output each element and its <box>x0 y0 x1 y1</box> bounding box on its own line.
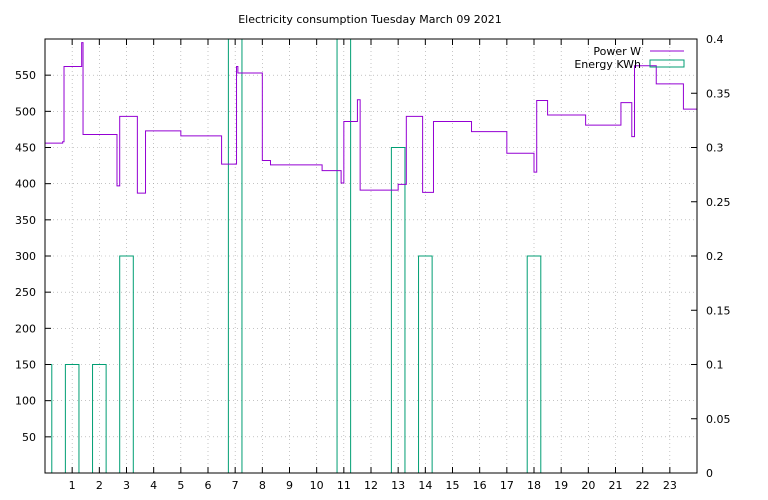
y-tick-label: 50 <box>22 431 36 444</box>
x-tick-label: 10 <box>310 479 324 492</box>
y-tick-label: 200 <box>15 322 36 335</box>
y-tick-label: 550 <box>15 69 36 82</box>
x-tick-label: 3 <box>123 479 130 492</box>
legend-label-energy: Energy KWh <box>574 58 641 71</box>
x-tick-label: 11 <box>337 479 351 492</box>
x-tick-label: 1 <box>69 479 76 492</box>
x-tick-label: 8 <box>259 479 266 492</box>
axes: 1 2 3 4 5 6 7 8 9 10 11 12 13 14 15 16 17 18 19 20 21 22 23501… <box>15 33 731 492</box>
energy-bar <box>390 147 406 474</box>
x-tick-label: 19 <box>554 479 568 492</box>
y2-tick-label: 0.35 <box>706 87 731 100</box>
y-tick-label: 100 <box>15 395 36 408</box>
energy-bar <box>64 364 80 474</box>
x-tick-label: 17 <box>500 479 514 492</box>
x-tick-label: 23 <box>663 479 677 492</box>
y2-tick-label: 0.25 <box>706 196 731 209</box>
x-tick-label: 15 <box>446 479 460 492</box>
y2-tick-label: 0 <box>706 467 713 480</box>
x-tick-label: 21 <box>609 479 623 492</box>
x-tick-label: 20 <box>581 479 595 492</box>
y-tick-label: 300 <box>15 250 36 263</box>
power-line <box>45 42 697 194</box>
y2-tick-label: 0.15 <box>706 304 731 317</box>
chart-title: Electricity consumption Tuesday March 09… <box>238 13 502 26</box>
x-tick-label: 9 <box>286 479 293 492</box>
legend: Power W Energy KWh <box>574 45 685 71</box>
x-tick-label: 12 <box>364 479 378 492</box>
y2-tick-label: 0.3 <box>706 142 724 155</box>
y2-tick-label: 0.05 <box>706 413 731 426</box>
energy-bar <box>92 364 107 474</box>
y-tick-label: 150 <box>15 359 36 372</box>
x-tick-label: 13 <box>391 479 405 492</box>
y-tick-label: 400 <box>15 178 36 191</box>
x-tick-label: 4 <box>150 479 157 492</box>
x-tick-label: 16 <box>473 479 487 492</box>
y2-tick-label: 0.2 <box>706 250 724 263</box>
x-tick-label: 6 <box>205 479 212 492</box>
x-tick-label: 5 <box>177 479 184 492</box>
y2-tick-label: 0.1 <box>706 359 724 372</box>
x-tick-label: 14 <box>418 479 432 492</box>
y-tick-label: 450 <box>15 142 36 155</box>
legend-label-power: Power W <box>593 45 641 58</box>
x-tick-label: 22 <box>636 479 650 492</box>
energy-bar <box>44 364 53 474</box>
x-tick-label: 18 <box>527 479 541 492</box>
legend-swatch-energy <box>649 59 685 68</box>
y2-tick-label: 0.4 <box>706 33 724 46</box>
x-tick-label: 7 <box>232 479 239 492</box>
x-tick-label: 2 <box>96 479 103 492</box>
y-tick-label: 250 <box>15 286 36 299</box>
y-tick-label: 500 <box>15 105 36 118</box>
y-tick-label: 350 <box>15 214 36 227</box>
grid <box>45 39 697 473</box>
